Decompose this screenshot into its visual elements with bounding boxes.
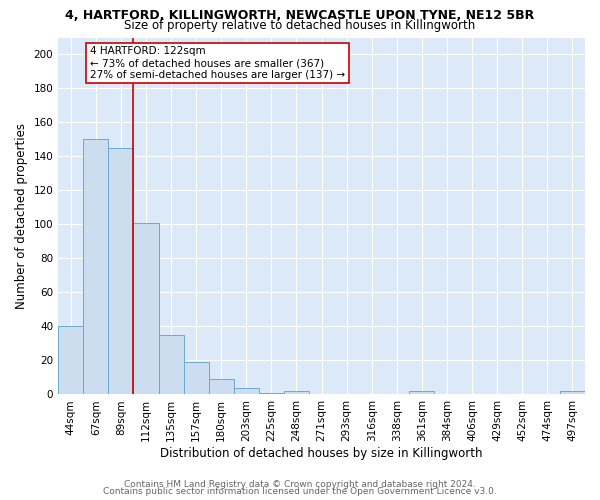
Y-axis label: Number of detached properties: Number of detached properties bbox=[15, 123, 28, 309]
Bar bbox=[58, 326, 83, 394]
Bar bbox=[109, 148, 133, 394]
Bar bbox=[409, 391, 434, 394]
Bar bbox=[560, 391, 585, 394]
Text: 4, HARTFORD, KILLINGWORTH, NEWCASTLE UPON TYNE, NE12 5BR: 4, HARTFORD, KILLINGWORTH, NEWCASTLE UPO… bbox=[65, 9, 535, 22]
Bar bbox=[83, 140, 109, 394]
Bar bbox=[133, 223, 158, 394]
Bar bbox=[259, 393, 284, 394]
Bar bbox=[158, 335, 184, 394]
Text: Contains HM Land Registry data © Crown copyright and database right 2024.: Contains HM Land Registry data © Crown c… bbox=[124, 480, 476, 489]
Text: Contains public sector information licensed under the Open Government Licence v3: Contains public sector information licen… bbox=[103, 487, 497, 496]
Bar bbox=[234, 388, 259, 394]
Bar bbox=[284, 391, 309, 394]
Bar bbox=[209, 379, 234, 394]
Text: 4 HARTFORD: 122sqm
← 73% of detached houses are smaller (367)
27% of semi-detach: 4 HARTFORD: 122sqm ← 73% of detached hou… bbox=[90, 46, 345, 80]
X-axis label: Distribution of detached houses by size in Killingworth: Distribution of detached houses by size … bbox=[160, 447, 483, 460]
Text: Size of property relative to detached houses in Killingworth: Size of property relative to detached ho… bbox=[124, 18, 476, 32]
Bar bbox=[184, 362, 209, 394]
